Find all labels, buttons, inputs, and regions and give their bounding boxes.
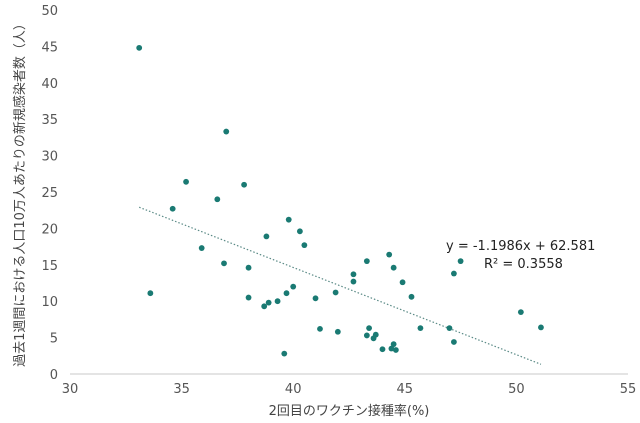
x-axis-title: 2回目のワクチン接種率(%) [269,403,430,419]
data-point [386,251,393,258]
x-tick-label: 55 [620,382,637,397]
data-points [136,44,544,357]
y-tick-label: 45 [41,40,58,55]
data-point [147,290,154,297]
y-tick-label: 15 [41,259,58,274]
data-point [223,128,230,135]
data-point [274,298,281,305]
data-point [183,178,189,185]
data-point [317,325,323,332]
x-tick-label: 40 [285,382,302,397]
data-point [399,279,406,286]
data-point [263,233,270,240]
data-point [312,295,319,302]
data-point [245,294,252,301]
data-point [136,44,143,51]
y-tick-label: 40 [41,77,58,92]
x-tick-label: 45 [397,382,414,397]
y-tick-label: 5 [50,332,58,347]
y-tick-label: 10 [41,295,58,310]
data-point [198,245,205,251]
y-tick-label: 50 [41,4,58,19]
data-point [390,264,397,271]
data-point [261,303,268,310]
data-point [334,328,341,335]
data-point [265,299,272,306]
data-point [363,332,370,339]
data-point [285,216,292,223]
data-point [221,260,227,267]
r-squared-label: R² = 0.3558 [484,257,563,272]
y-tick-label: 30 [41,150,58,165]
data-point [417,325,424,332]
data-point [408,293,415,300]
data-point [245,264,252,271]
x-tick-label: 30 [62,382,79,397]
data-point [372,331,379,338]
data-point [366,325,372,332]
data-point [392,347,399,353]
data-point [363,258,370,265]
x-tick-label: 35 [173,382,190,397]
x-axis-ticks: 30 35 40 45 50 55 [62,382,637,397]
y-axis-title: 過去1週間における人口10万人あたりの新規感染者数（人） [12,17,28,367]
data-point [350,278,357,285]
data-point [379,346,386,353]
trendline-equation: y = -1.1986x + 62.581 [446,239,595,254]
y-tick-label: 0 [50,368,58,383]
x-tick-label: 50 [508,382,525,397]
data-point [290,283,297,290]
y-axis-ticks: 0 5 10 15 20 25 30 35 40 45 50 [41,4,58,383]
trendline [138,206,542,365]
data-point [296,228,303,235]
y-tick-label: 20 [41,222,58,237]
y-tick-label: 25 [41,186,58,201]
data-point [283,290,290,297]
y-tick-label: 35 [41,113,58,128]
data-point [390,341,397,348]
data-point [538,324,544,331]
data-point [169,205,176,212]
data-point [301,242,308,249]
data-point [214,196,221,203]
data-point [517,309,524,316]
data-point [281,350,288,357]
data-point [451,339,457,345]
data-point [332,289,339,296]
data-point [451,270,457,277]
data-point [446,325,453,332]
data-point [241,181,247,188]
data-point [457,258,464,265]
data-point [350,271,357,278]
data-point [388,345,395,352]
